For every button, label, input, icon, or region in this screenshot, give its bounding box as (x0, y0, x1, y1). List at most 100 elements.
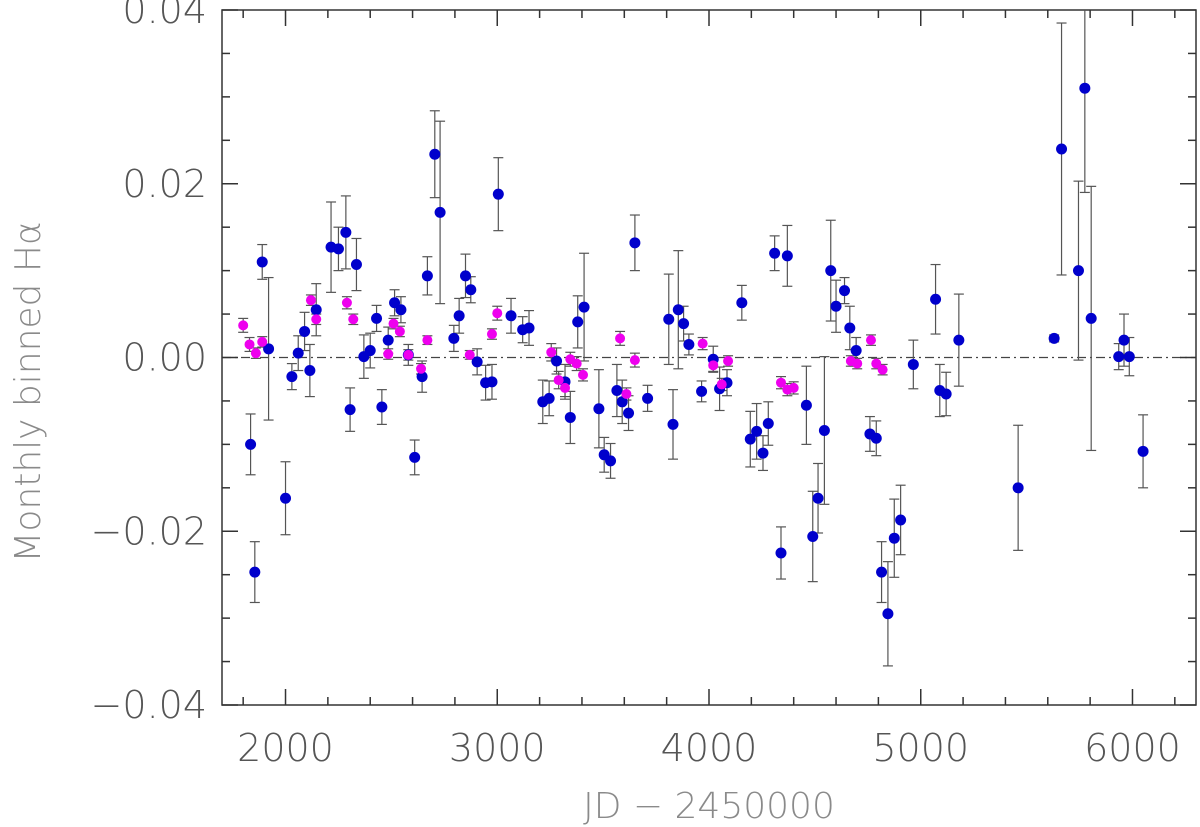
x-axis-title: JD − 2450000 (583, 786, 835, 827)
data-point-blue (623, 407, 635, 419)
data-point-blue (1113, 351, 1125, 363)
data-point-blue (678, 318, 690, 330)
data-point-magenta (238, 320, 249, 331)
data-point-blue (249, 566, 261, 578)
data-point-blue (844, 322, 856, 334)
data-points (238, 82, 1149, 620)
data-point-blue (364, 345, 376, 357)
data-point-magenta (348, 314, 359, 325)
data-point-magenta (553, 375, 564, 386)
data-point-magenta (416, 363, 427, 374)
data-point-blue (1079, 82, 1091, 94)
data-point-blue (340, 226, 352, 238)
data-point-blue (781, 250, 793, 262)
data-point-blue (332, 243, 344, 255)
y-tick-label: 0.04 (122, 0, 207, 32)
data-point-magenta (578, 369, 589, 380)
data-point-magenta (852, 358, 863, 369)
data-point-blue (605, 455, 617, 467)
x-tick-label: 2000 (237, 726, 334, 770)
data-point-magenta (422, 335, 433, 346)
data-point-blue (825, 265, 837, 277)
data-point-blue (953, 334, 965, 346)
data-point-blue (683, 338, 695, 350)
data-point-blue (593, 403, 605, 415)
x-tick-label: 4000 (661, 726, 758, 770)
data-point-blue (263, 343, 275, 355)
data-point-blue (882, 608, 894, 620)
data-point-blue (696, 385, 708, 397)
data-point-magenta (341, 297, 352, 308)
data-point-blue (930, 293, 942, 305)
y-axis-ticks (222, 9, 1196, 706)
data-point-blue (344, 404, 356, 416)
data-point-blue (850, 345, 862, 357)
y-tick-label: −0.04 (91, 683, 207, 727)
data-point-blue (292, 347, 304, 359)
data-point-magenta (615, 333, 626, 344)
data-point-blue (888, 532, 900, 544)
error-bars (238, 10, 1149, 667)
data-point-magenta (388, 318, 399, 329)
data-point-magenta (546, 347, 557, 358)
data-point-blue (434, 206, 446, 218)
data-point-blue (572, 316, 584, 328)
data-point-blue (245, 438, 257, 450)
data-point-blue (429, 148, 441, 160)
data-point-blue (382, 334, 394, 346)
data-point-blue (543, 392, 555, 404)
data-point-blue (505, 310, 517, 322)
y-tick-label: −0.02 (91, 509, 207, 553)
data-point-blue (471, 356, 483, 368)
data-point-blue (895, 514, 907, 526)
data-point-magenta (775, 377, 786, 388)
data-point-blue (611, 385, 623, 397)
data-point-magenta (464, 349, 475, 360)
x-axis-ticks (242, 10, 1176, 705)
data-point-blue (310, 304, 322, 316)
data-point-blue (800, 399, 812, 411)
data-point-blue (629, 237, 641, 249)
data-point-blue (775, 547, 787, 559)
data-point-blue (672, 304, 684, 316)
data-point-magenta (708, 360, 719, 371)
y-tick-label: 0.02 (122, 162, 207, 206)
data-point-blue (453, 310, 465, 322)
data-point-magenta (250, 348, 261, 359)
data-point-blue (280, 492, 292, 504)
data-point-blue (551, 355, 563, 367)
y-tick-label: 0.00 (122, 336, 207, 380)
x-tick-label: 6000 (1084, 726, 1181, 770)
data-point-blue (1123, 351, 1135, 363)
data-point-magenta (716, 379, 727, 390)
data-point-blue (421, 270, 433, 282)
data-point-blue (812, 492, 824, 504)
x-tick-label: 3000 (449, 726, 546, 770)
data-point-magenta (629, 355, 640, 366)
data-point-blue (830, 300, 842, 312)
data-point-blue (286, 371, 298, 383)
data-point-blue (870, 432, 882, 444)
data-point-blue (1056, 143, 1068, 155)
data-point-blue (486, 376, 498, 388)
y-axis-title: Monthly binned Hα (8, 221, 49, 562)
data-point-magenta (403, 349, 414, 360)
data-point-blue (1137, 445, 1149, 457)
data-point-blue (460, 270, 471, 282)
data-point-blue (663, 313, 675, 325)
data-point-blue (1085, 312, 1097, 324)
data-point-blue (642, 392, 654, 404)
data-point-blue (907, 358, 919, 370)
data-point-blue (371, 312, 383, 324)
data-point-blue (839, 285, 851, 297)
data-point-magenta (257, 336, 268, 347)
data-point-blue (736, 297, 748, 309)
data-point-blue (940, 388, 952, 400)
data-point-magenta (788, 382, 799, 393)
data-point-blue (299, 325, 311, 337)
x-axis-tick-labels: 2000 3000 4000 5000 6000 (237, 726, 1181, 770)
data-point-magenta (865, 335, 876, 346)
data-point-magenta (723, 355, 734, 366)
data-point-blue (448, 332, 460, 344)
